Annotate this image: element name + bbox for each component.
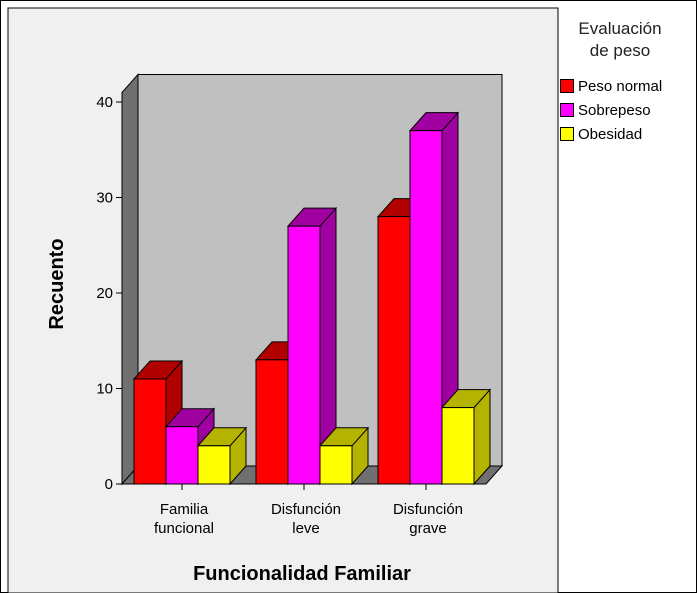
x-tick-label: leve [292, 520, 320, 537]
x-tick-label: funcional [154, 520, 214, 537]
x-tick-label: Disfunción [271, 501, 341, 518]
y-tick-label: 0 [105, 476, 113, 493]
bar [377, 216, 411, 485]
x-axis-label: Funcionalidad Familiar [193, 563, 411, 585]
bar [287, 225, 321, 485]
legend-swatch [560, 79, 574, 93]
legend-list: Peso normal Sobrepeso Obesidad [560, 76, 697, 144]
y-tick-label: 10 [96, 381, 113, 398]
legend-item-peso-normal: Peso normal [560, 76, 697, 96]
legend-swatch [560, 103, 574, 117]
bar [409, 130, 443, 485]
plot-area: 0 10 20 30 40 Familia funcional Disfunción leve D… [96, 73, 504, 537]
legend-item-sobrepeso: Sobrepeso [560, 100, 697, 120]
y-tick-label: 20 [96, 285, 113, 302]
x-tick-label: Disfunción [393, 501, 463, 518]
bar [133, 378, 167, 485]
legend-title-line: Evaluación [578, 19, 662, 38]
y-axis-label: Recuento [46, 238, 68, 329]
bar [441, 407, 475, 485]
legend-label: Obesidad [578, 125, 643, 143]
bar [197, 445, 231, 485]
legend: Evaluación de peso Peso normal Sobrepeso… [560, 18, 697, 148]
legend-item-obesidad: Obesidad [560, 124, 697, 144]
legend-swatch [560, 127, 574, 141]
x-tick-label: grave [409, 520, 447, 537]
y-tick-label: 30 [96, 190, 113, 207]
bar [255, 359, 289, 485]
bar [165, 426, 199, 485]
y-tick-label: 40 [96, 94, 113, 111]
legend-title: Evaluación de peso [560, 18, 680, 62]
legend-title-line: de peso [589, 41, 651, 60]
legend-label: Peso normal [578, 77, 663, 95]
bar [319, 445, 353, 485]
x-tick-label: Familia [160, 501, 209, 518]
legend-label: Sobrepeso [578, 101, 651, 119]
